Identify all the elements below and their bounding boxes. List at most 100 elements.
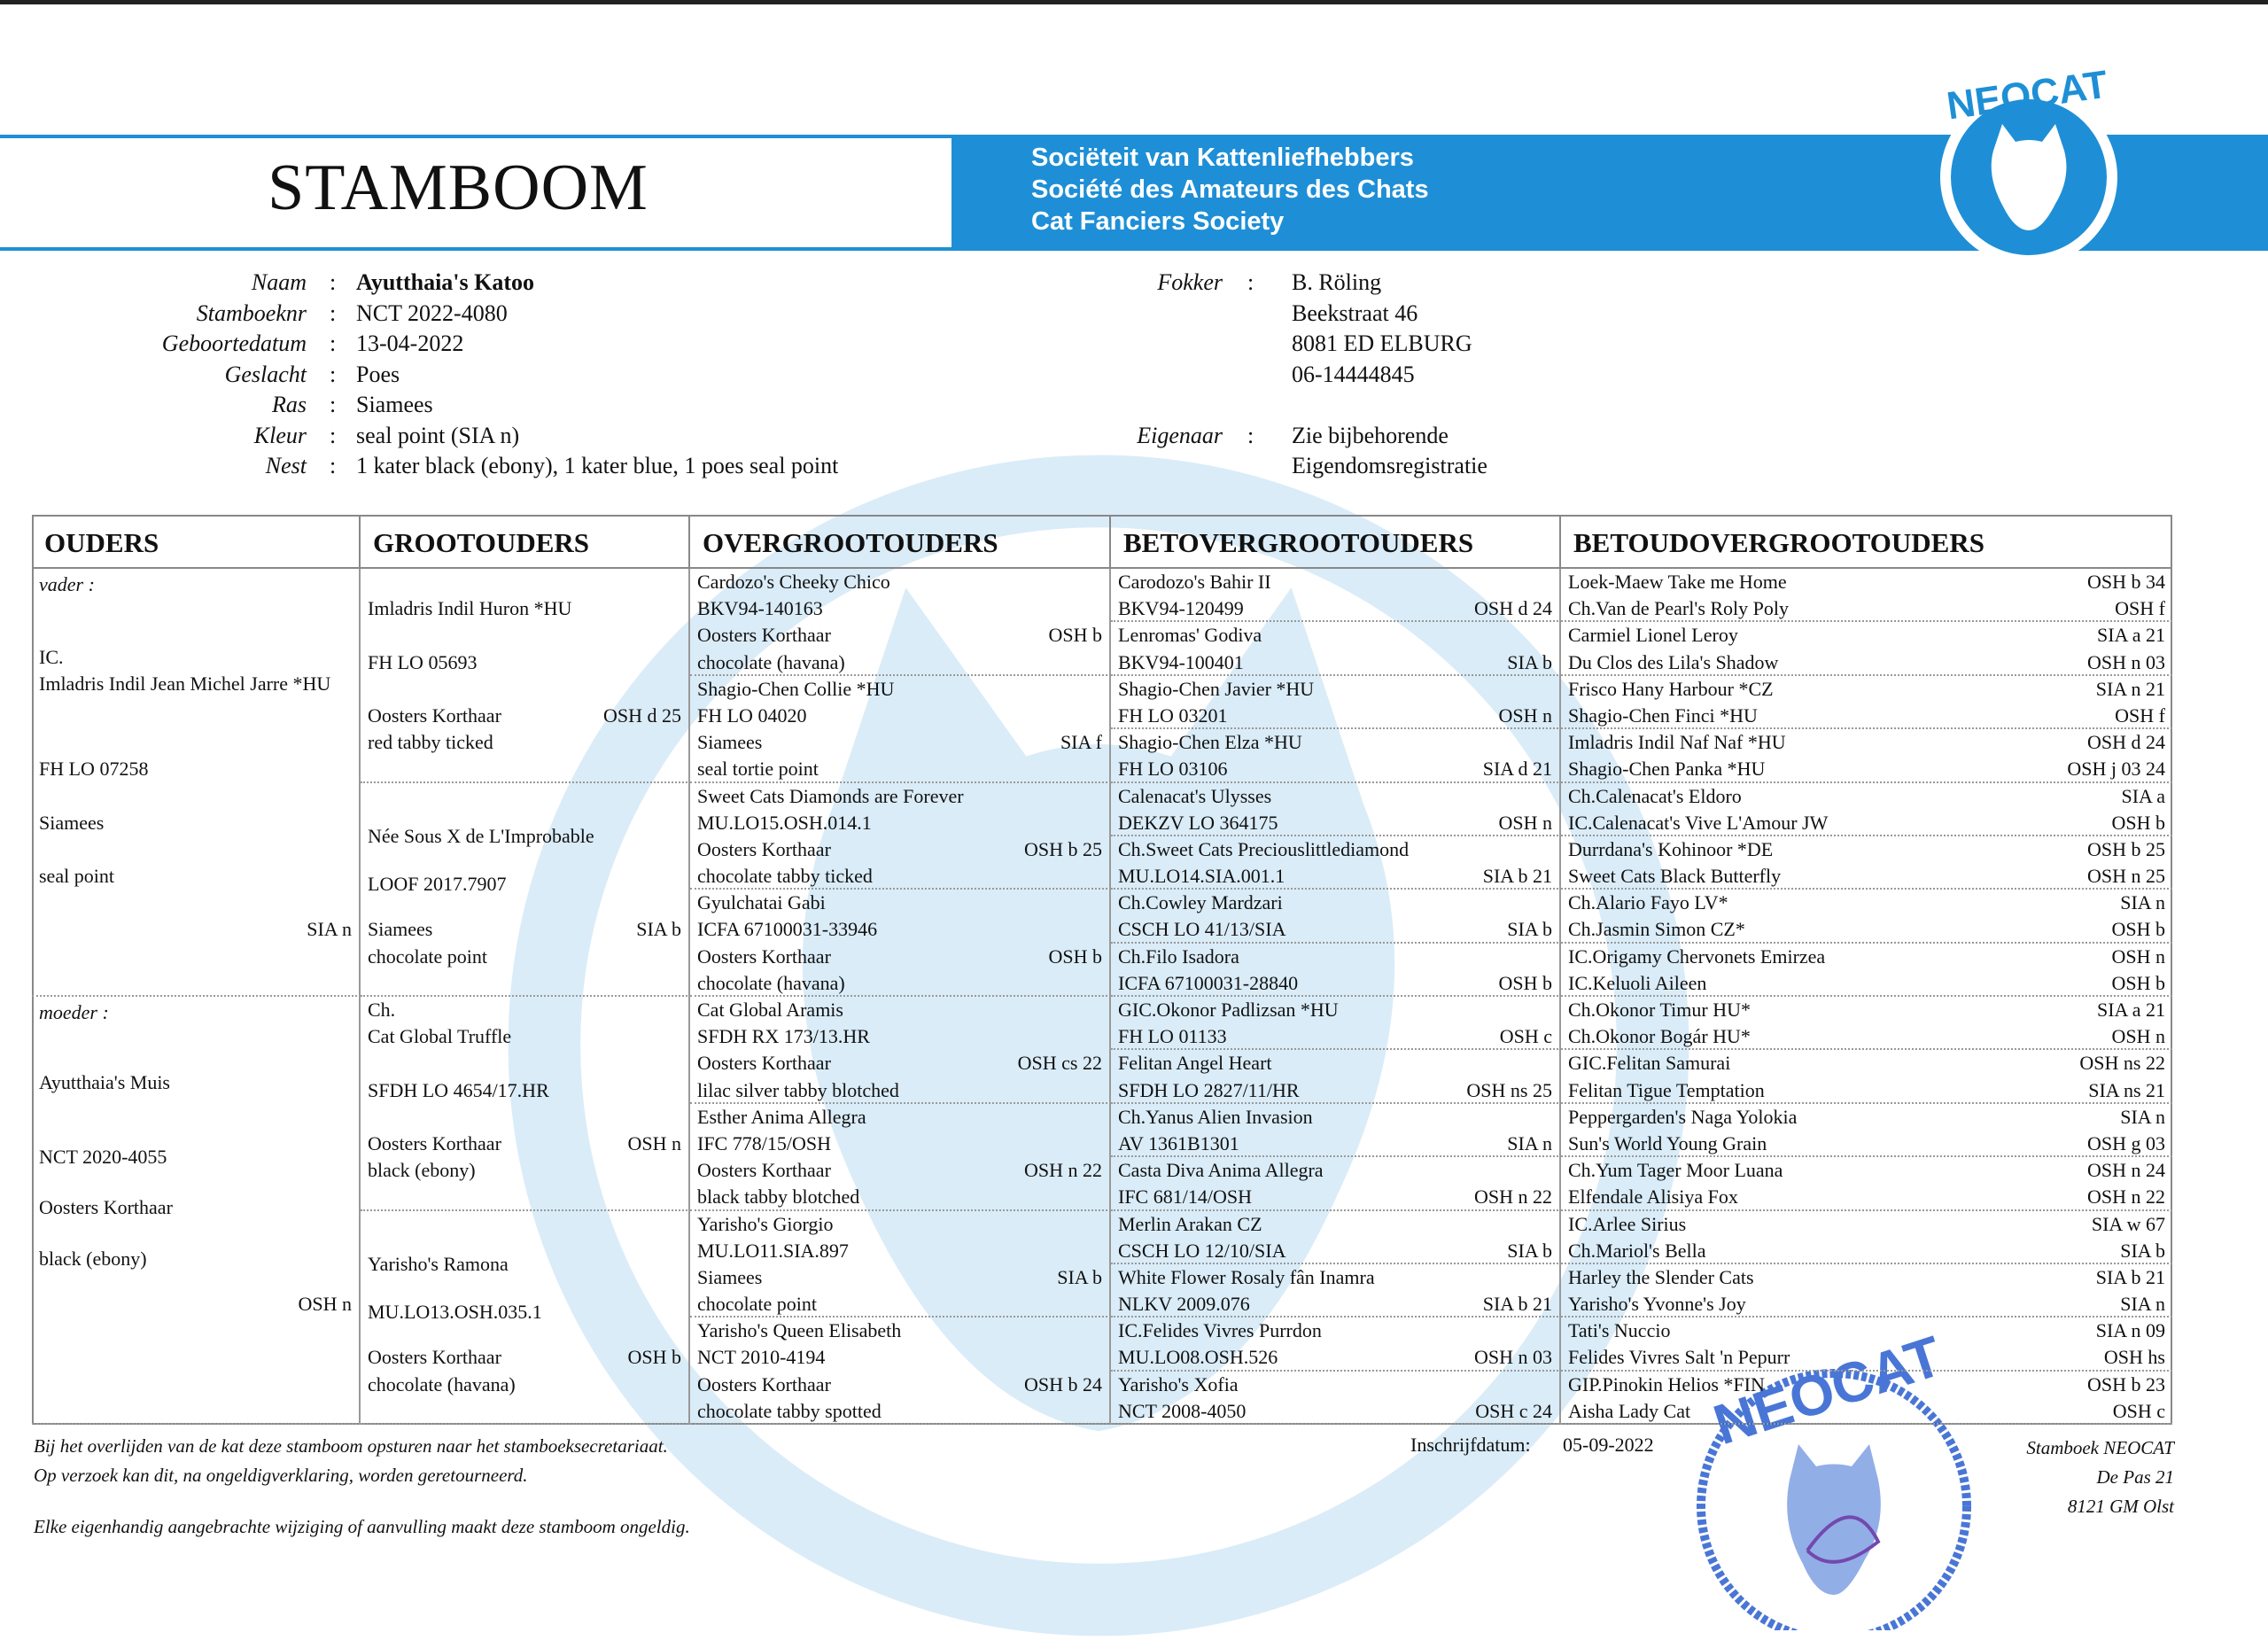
column-header: GROOTOUDERS bbox=[361, 515, 690, 569]
color-code: OSH f bbox=[2115, 597, 2165, 620]
registration-number: MU.LO11.SIA.897 bbox=[697, 1239, 849, 1262]
cat-name: Carmiel Lionel Leroy bbox=[1568, 624, 1738, 647]
ggg-grandparent-cell: Frisco Hany Harbour *CZ SIA n 21 Shagio-Ch… bbox=[1561, 676, 2172, 730]
gg-grandparent-cell: Shagio-Chen Elza *HU FH LO 03106 SIA d 21 bbox=[1111, 729, 1561, 783]
great-grandparent-cell: Cardozo's Cheeky Chico BKV94-140163 Ooster… bbox=[690, 569, 1111, 676]
cat-name: Cat Global Aramis bbox=[697, 999, 843, 1021]
cat-name: Cardozo's Cheeky Chico bbox=[697, 571, 890, 593]
color-code: SIA a 21 bbox=[2097, 999, 2165, 1021]
cat-name: GIC.Felitan Samurai bbox=[1568, 1052, 1731, 1075]
breed: Siamees bbox=[39, 811, 105, 834]
registration-number: MU.LO13.OSH.035.1 bbox=[368, 1301, 542, 1324]
color: seal point bbox=[39, 865, 114, 888]
breed: Siamees bbox=[368, 918, 433, 941]
ggg-grandparent-cell: Imladris Indil Naf Naf *HU OSH d 24 Shagio… bbox=[1561, 729, 2172, 783]
color-code: OSH d 24 bbox=[2086, 731, 2165, 754]
color-code: OSH b bbox=[1048, 944, 1102, 968]
cat-name: Shagio-Chen Collie *HU bbox=[697, 677, 895, 700]
color-code: SIA b bbox=[1507, 918, 1552, 941]
color-code: SIA a bbox=[2121, 784, 2166, 807]
cat-name: Harley the Slender Cats bbox=[1568, 1265, 1754, 1288]
registration-number: NLKV 2009.076 bbox=[1118, 1293, 1250, 1316]
registration-number: BKV94-140163 bbox=[697, 597, 823, 620]
registration-number: SFDH LO 4654/17.HR bbox=[368, 1078, 549, 1101]
neocat-stamp: NEOCAT bbox=[1697, 1329, 1971, 1630]
breed: Oosters Korthaar bbox=[368, 1346, 501, 1369]
cat-name: Ch.Mariol's Bella bbox=[1568, 1239, 1706, 1262]
color-code: SIA d 21 bbox=[1482, 758, 1552, 781]
info-colon: : bbox=[330, 422, 337, 448]
cat-name: Yarisho's Giorgio bbox=[697, 1212, 834, 1235]
breed: Oosters Korthaar bbox=[697, 1159, 831, 1182]
ggg-grandparent-cell: Durrdana's Kohinoor *DE OSH b 25 Sweet Cat… bbox=[1561, 836, 2172, 890]
color: chocolate (havana) bbox=[697, 650, 845, 673]
color-code: OSH n bbox=[1498, 704, 1552, 727]
info-value: Siamees bbox=[356, 392, 433, 417]
gg-grandparent-cell: Yarisho's Xofia NCT 2008-4050 OSH c 24 bbox=[1111, 1371, 1561, 1425]
great-grandparent-cell: Shagio-Chen Collie *HU FH LO 04020 Siamees… bbox=[690, 675, 1111, 783]
registration-number: ICFA 67100031-28840 bbox=[1118, 971, 1299, 994]
gg-grandparent-cell: Casta Diva Anima Allegra IFC 681/14/OSH OS… bbox=[1111, 1157, 1561, 1211]
gg-grandparent-cell: GIC.Okonor Padlizsan *HU FH LO 01133 OSH c bbox=[1111, 997, 1561, 1051]
registration-number: FH LO 07258 bbox=[39, 758, 149, 781]
info-value: 13-04-2022 bbox=[356, 330, 464, 356]
registration-number: CSCH LO 12/10/SIA bbox=[1118, 1239, 1286, 1262]
cat-name: Frisco Hany Harbour *CZ bbox=[1568, 677, 1774, 700]
cat-name: Elfendale Alisiya Fox bbox=[1568, 1185, 1738, 1209]
color-code: SIA b bbox=[2120, 1239, 2165, 1262]
ggg-grandparent-cell: Ch.Calenacat's Eldoro SIA a IC.Calenacat's… bbox=[1561, 783, 2172, 836]
owner-colon: : bbox=[1247, 422, 1254, 448]
info-value: NCT 2022-4080 bbox=[356, 299, 508, 326]
cat-name: IC.Felides Vivres Purrdon bbox=[1118, 1319, 1322, 1342]
registry-address: Stamboek NEOCAT De Pas 21 8121 GM Olst bbox=[2026, 1434, 2174, 1521]
cat-name: Merlin Arakan CZ bbox=[1118, 1212, 1262, 1235]
color: black (ebony) bbox=[39, 1247, 147, 1270]
cat-name: Felitan Tigue Temptation bbox=[1568, 1078, 1765, 1101]
grandparent-cell: Yarisho's Ramona MU.LO13.OSH.035.1 Oosters… bbox=[361, 1210, 690, 1425]
color-code: OSH b bbox=[1048, 624, 1102, 647]
breed: Oosters Korthaar bbox=[697, 1052, 831, 1075]
color-code: OSH n bbox=[298, 1293, 352, 1316]
owner-label: Eigenaar bbox=[1137, 422, 1223, 448]
info-label: Ras bbox=[272, 392, 307, 417]
grandparent-cell: Née Sous X de L'Improbable LOOF 2017.7907… bbox=[361, 782, 690, 997]
cat-name: Shagio-Chen Panka *HU bbox=[1568, 758, 1766, 781]
info-label: Stamboeknr bbox=[196, 299, 307, 326]
info-label: Kleur bbox=[253, 422, 307, 448]
ggg-grandparent-cell: Harley the Slender Cats SIA b 21 Yarisho's… bbox=[1561, 1264, 2172, 1318]
color-code: SIA b 21 bbox=[2095, 1265, 2165, 1288]
registration-number: CSCH LO 41/13/SIA bbox=[1118, 918, 1286, 941]
cat-name: Gyulchatai Gabi bbox=[697, 891, 826, 914]
gg-grandparent-cell: Lenromas' Godiva BKV94-100401 SIA b bbox=[1111, 622, 1561, 676]
color: chocolate (havana) bbox=[368, 1372, 516, 1395]
cat-name: Felides Vivres Salt 'n Pepurr bbox=[1568, 1346, 1790, 1369]
color: chocolate point bbox=[368, 944, 488, 968]
color: chocolate point bbox=[697, 1293, 818, 1316]
top-edge bbox=[0, 0, 2268, 4]
gg-grandparent-cell: Ch.Yanus Alien Invasion AV 1361B1301 SIA n bbox=[1111, 1103, 1561, 1158]
gg-grandparent-cell: Shagio-Chen Javier *HU FH LO 03201 OSH n bbox=[1111, 675, 1561, 730]
column-header: OUDERS bbox=[32, 515, 361, 569]
registration-number: NCT 2020-4055 bbox=[39, 1146, 167, 1169]
footer-note-1: Bij het overlijden van de kat deze stamb… bbox=[34, 1435, 668, 1457]
registration-number: FH LO 01133 bbox=[1118, 1025, 1227, 1048]
color: chocolate tabby ticked bbox=[697, 865, 873, 888]
cat-name: Casta Diva Anima Allegra bbox=[1118, 1159, 1324, 1182]
breeder-line: Beekstraat 46 bbox=[1292, 299, 1418, 326]
cat-name: IC.Calenacat's Vive L'Amour JW bbox=[1568, 811, 1829, 834]
color-code: OSH b bbox=[2111, 811, 2165, 834]
color-code: OSH d 25 bbox=[602, 704, 681, 727]
ggg-grandparent-cell: Loek-Maew Take me Home OSH b 34 Ch.Van de … bbox=[1561, 569, 2172, 623]
gg-grandparent-cell: Merlin Arakan CZ CSCH LO 12/10/SIA SIA b bbox=[1111, 1210, 1561, 1264]
registration-number: BKV94-120499 bbox=[1118, 597, 1244, 620]
gg-grandparent-cell: Ch.Sweet Cats Preciouslittlediamond MU.LO… bbox=[1111, 836, 1561, 890]
breed: Oosters Korthaar bbox=[697, 944, 831, 968]
great-grandparent-cell: Gyulchatai Gabi ICFA 67100031-33946 Ooster… bbox=[690, 890, 1111, 997]
color-code: SIA n bbox=[2120, 1105, 2165, 1128]
color-code: SIA n bbox=[1507, 1131, 1552, 1154]
registration-number: SFDH RX 173/13.HR bbox=[697, 1025, 870, 1048]
cat-name: White Flower Rosaly fân Inamra bbox=[1118, 1265, 1375, 1288]
father-cell: vader : IC. Imladris Indil Jean Michel Jar… bbox=[32, 569, 361, 997]
ggg-grandparent-cell: Ch.Alario Fayo LV* SIA n Ch.Jasmin Simon C… bbox=[1561, 890, 2172, 944]
color: lilac silver tabby blotched bbox=[697, 1078, 899, 1101]
